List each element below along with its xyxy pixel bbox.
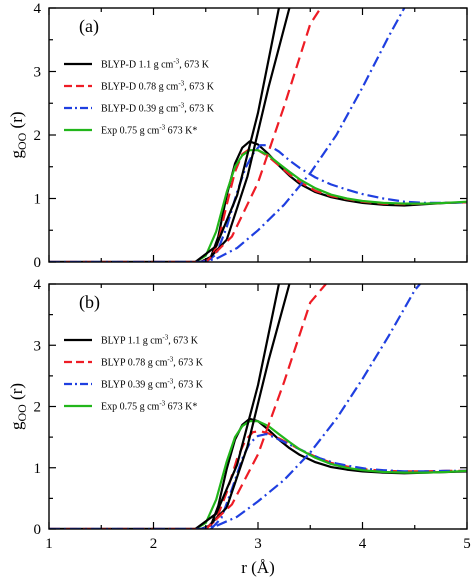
series-group xyxy=(49,8,467,262)
panel-label: (a) xyxy=(79,16,99,37)
y-tick-label: 0 xyxy=(34,255,42,271)
y-tick-label: 1 xyxy=(34,461,42,477)
x-tick-label: 5 xyxy=(463,536,471,552)
legend-label: BLYP 0.78 g cm-3, 673 K xyxy=(101,356,204,369)
series-line-extra-4 xyxy=(49,8,280,262)
series-line-extra-5 xyxy=(49,8,291,262)
legend-label: BLYP-D 1.1 g cm-3, 673 K xyxy=(101,58,210,71)
legend-label: BLYP-D 0.78 g cm-3, 673 K xyxy=(101,80,215,93)
series-line-extra-6 xyxy=(49,284,327,529)
y-tick-label: 3 xyxy=(34,65,42,81)
legend: BLYP 1.1 g cm-3, 673 K BLYP 0.78 g cm-3, … xyxy=(64,334,204,413)
legend-label: Exp 0.75 g cm-3 673 K* xyxy=(101,400,197,413)
x-tick-label: 4 xyxy=(359,536,367,552)
legend: BLYP-D 1.1 g cm-3, 673 K BLYP-D 0.78 g cm… xyxy=(64,58,215,137)
series-line-1 xyxy=(205,429,467,529)
x-tick-label: 1 xyxy=(45,536,53,552)
x-tick-label: 2 xyxy=(150,536,158,552)
series-line-3 xyxy=(194,149,467,262)
series-line-3 xyxy=(194,420,467,529)
y-axis-label: gOO (r) xyxy=(7,111,29,158)
y-tick-label: 4 xyxy=(34,1,42,17)
legend-label: BLYP 0.39 g cm-3, 673 K xyxy=(101,378,204,391)
y-tick-label: 2 xyxy=(34,400,42,416)
legend-label: BLYP 1.1 g cm-3, 673 K xyxy=(101,334,199,347)
series-line-extra-5 xyxy=(49,284,291,529)
panel-label: (b) xyxy=(79,292,100,313)
y-tick-label: 0 xyxy=(34,522,42,538)
y-tick-label: 4 xyxy=(34,277,42,293)
legend-label: Exp 0.75 g cm-3 673 K* xyxy=(101,124,197,137)
legend-label: BLYP-D 0.39 g cm-3, 673 K xyxy=(101,102,215,115)
y-axis-label: gOO (r) xyxy=(7,383,29,430)
series-line-extra-4 xyxy=(49,284,280,529)
x-axis-label: r (Å) xyxy=(241,558,275,577)
series-line-2 xyxy=(210,433,467,529)
y-tick-label: 1 xyxy=(34,192,42,208)
series-line-0 xyxy=(200,417,467,529)
series-line-extra-7 xyxy=(49,8,406,262)
series-line-2 xyxy=(205,144,467,262)
y-tick-label: 2 xyxy=(34,128,42,144)
series-group xyxy=(49,284,467,529)
x-tick-label: 3 xyxy=(254,536,262,552)
y-tick-label: 3 xyxy=(34,338,42,354)
